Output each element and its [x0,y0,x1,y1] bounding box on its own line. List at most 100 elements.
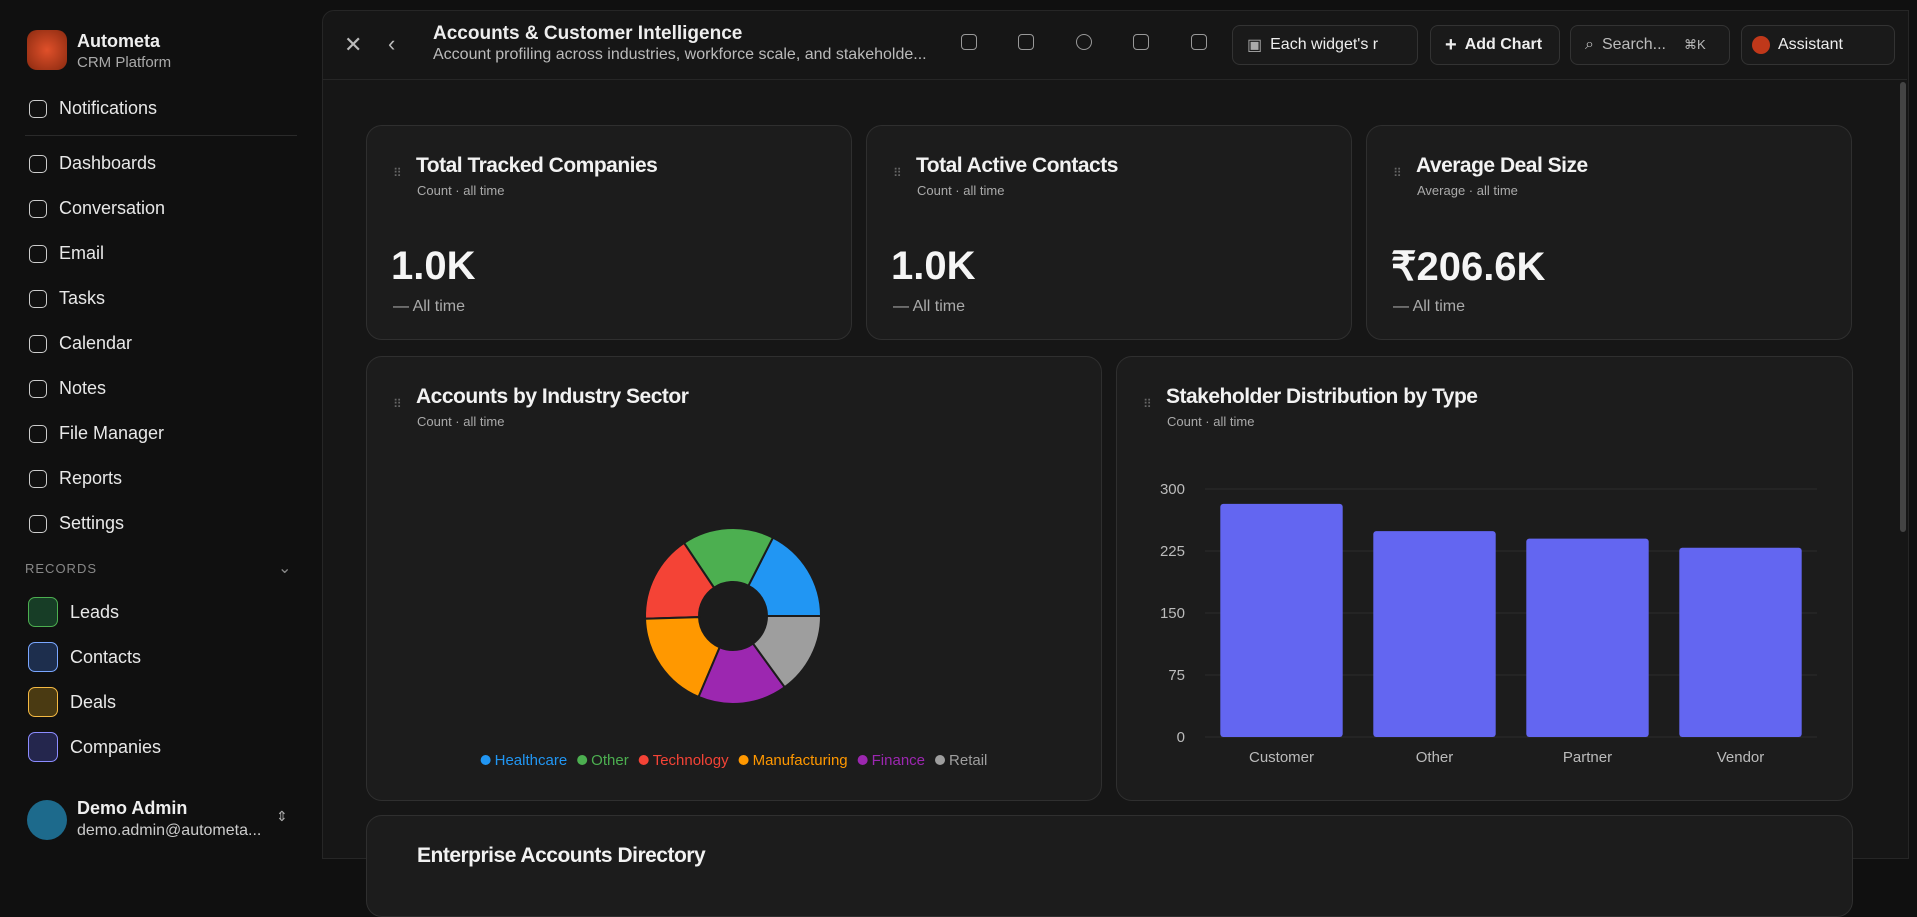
chart-card: ⠿ Stakeholder Distribution by Type Count ·… [1116,356,1853,801]
nav-item[interactable]: Settings [29,513,124,534]
nav-label: Tasks [59,288,106,308]
nav-icon [29,514,47,533]
kpi-title: Average Deal Size [1416,154,1588,177]
x-tick-label: Other [1416,749,1454,766]
nav-item[interactable]: Dashboards [29,153,156,174]
nav-item[interactable]: Conversation [29,198,165,219]
search-box[interactable]: ⌕ Search... ⌘K [1570,25,1730,65]
y-tick-label: 0 [1177,729,1185,746]
kpi-card: ⠿ Total Tracked Companies Count · all time… [366,125,852,340]
assistant-button[interactable]: Assistant [1741,25,1895,65]
kpi-value: ₹206.6K [1391,245,1546,289]
drag-handle[interactable]: ⠿ [393,166,402,180]
nav-icon [29,424,47,443]
user-avatar [27,800,67,840]
nav-label: Dashboards [59,153,157,173]
scrollbar[interactable] [1900,82,1906,532]
kpi-footer: — All time [1393,298,1466,315]
bar [1220,503,1343,737]
pie-slice [644,616,722,699]
record-item[interactable]: Deals [28,687,116,717]
y-tick-label: 225 [1160,543,1185,560]
record-label: Contacts [70,646,142,667]
collapse-icon[interactable]: ⌄ [278,560,292,577]
chart-subtitle: Count · all time [1167,414,1255,429]
table-title: Enterprise Accounts Directory [417,844,706,867]
search-placeholder: Search... [1601,36,1666,53]
legend-label: Manufacturing [753,752,848,769]
nav-item[interactable]: Calendar [29,333,132,354]
kpi-value: 1.0K [891,244,976,288]
delete-icon[interactable] [961,34,977,50]
drag-handle[interactable]: ⠿ [1143,397,1152,411]
nav-label: File Manager [59,423,165,443]
nav-item[interactable]: File Manager [29,423,164,444]
record-label: Deals [70,691,117,712]
drag-handle[interactable]: ⠿ [1393,166,1402,180]
style-icon[interactable] [1018,34,1034,50]
drag-handle[interactable]: ⠿ [393,397,402,411]
y-tick-label: 150 [1160,605,1185,622]
pie-slice [747,536,823,617]
date-filter[interactable]: ▣ Each widget's r [1232,25,1418,65]
bar [1373,531,1496,737]
chart-card: ⠿ Accounts by Industry Sector Count · all … [366,356,1102,801]
legend-label: Retail [949,752,987,769]
record-icon [28,687,58,717]
table-card: Enterprise Accounts Directory [366,815,1853,917]
nav-item[interactable]: Reports [29,468,122,489]
legend-swatch [638,755,649,765]
nav-label: Notes [59,378,107,398]
nav-icon [29,379,47,398]
brand-name: Autometa [77,31,161,51]
kpi-title: Total Tracked Companies [416,154,658,177]
nav-icon [29,99,47,118]
x-tick-label: Partner [1563,749,1612,766]
legend-label: Other [591,752,629,769]
lock-icon[interactable] [1191,34,1207,50]
chart: Healthcare Other Technology Manufacturing Fi… [480,527,987,769]
kpi-title: Total Active Contacts [916,154,1118,177]
add-chart-button[interactable]: + Add Chart [1430,25,1560,65]
chart-title: Accounts by Industry Sector [416,385,689,408]
nav-item[interactable]: Email [29,243,104,264]
legend-label: Finance [872,752,925,769]
nav-item[interactable]: Notes [29,378,106,399]
x-tick-label: Customer [1249,749,1314,766]
drag-handle[interactable]: ⠿ [893,166,902,180]
brand-logo [27,30,67,70]
record-icon [28,642,58,672]
back-button[interactable]: ‹ [388,31,396,56]
nav-label: Email [59,243,105,263]
nav-label: Conversation [59,198,166,218]
kpi-subtitle: Count · all time [917,183,1005,198]
legend-label: Healthcare [495,752,568,769]
legend-swatch [857,755,868,765]
section-label: RECORDS [25,561,98,576]
legend-label: Technology [653,752,729,769]
kpi-subtitle: Average · all time [1417,183,1518,198]
record-label: Leads [70,601,120,622]
refresh-icon[interactable] [1076,34,1092,50]
nav-label: Calendar [59,333,133,353]
record-item[interactable]: Leads [28,597,119,627]
search-shortcut: ⌘K [1684,37,1706,52]
share-icon[interactable] [1133,34,1149,50]
nav-icon [29,244,47,263]
nav-item[interactable]: Notifications [29,98,157,119]
assistant-label: Assistant [1778,36,1843,53]
kpi-footer: — All time [893,298,966,315]
nav-item[interactable]: Tasks [29,288,105,309]
kpi-card: ⠿ Average Deal Size Average · all time ₹206… [1366,125,1852,340]
user-menu[interactable]: ⇕ [276,808,288,824]
record-item[interactable]: Contacts [28,642,141,672]
dashboard-subtitle: Account profiling across industries, wor… [433,46,927,63]
close-button[interactable]: ✕ [344,32,363,57]
add-chart-label: Add Chart [1464,36,1543,53]
nav-label: Settings [59,513,125,533]
record-item[interactable]: Companies [28,732,161,762]
nav-icon [29,469,47,488]
user-name[interactable]: Demo Admin [77,798,188,818]
bar [1679,547,1802,737]
header-divider [322,79,1907,80]
